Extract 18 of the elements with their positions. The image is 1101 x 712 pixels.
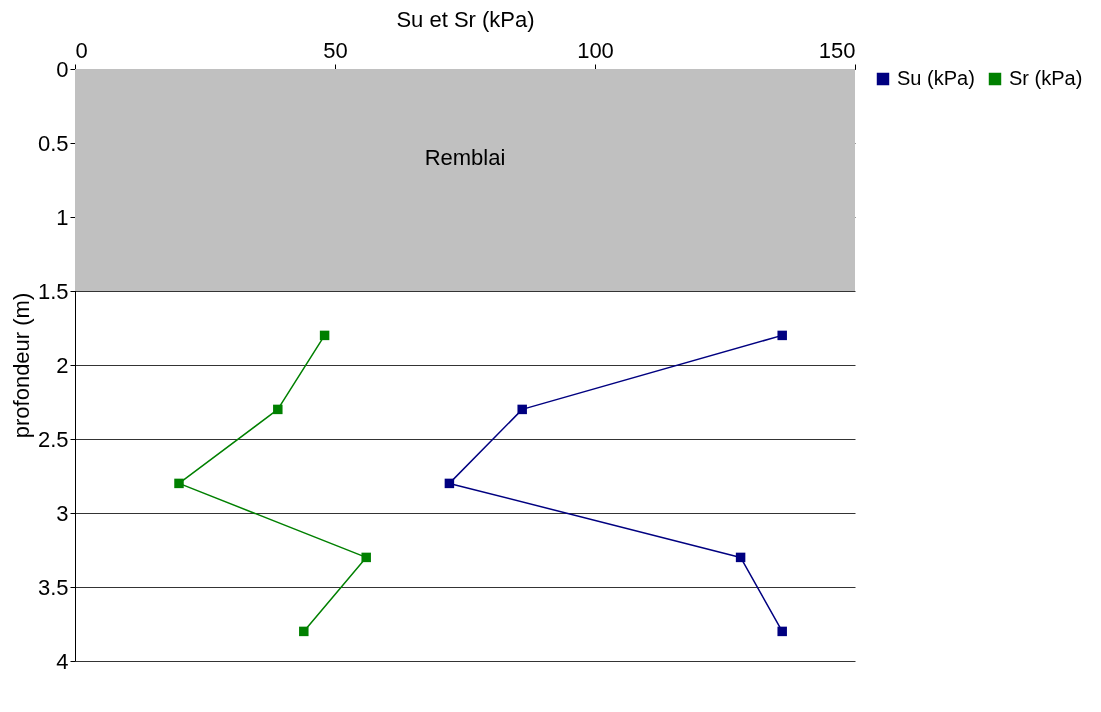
y-tick-label: 1.5 xyxy=(37,278,69,304)
y-tick-label: 0 xyxy=(56,56,69,82)
y-tick-label: 3.5 xyxy=(37,574,69,600)
x-tick-label: 50 xyxy=(323,37,348,63)
y-tick-label: 3 xyxy=(56,500,69,526)
band-label: Remblai xyxy=(424,144,506,170)
y-tick-label: 0.5 xyxy=(37,130,69,156)
legend-label: Su (kPa) xyxy=(897,67,975,89)
x-tick-label: 150 xyxy=(818,37,856,63)
x-axis-title: Su et Sr (kPa) xyxy=(396,6,535,32)
y-tick-label: 2 xyxy=(56,352,69,378)
legend-label: Sr (kPa) xyxy=(1009,67,1083,89)
x-tick-label: 100 xyxy=(577,37,614,63)
y-axis-title: profondeur (m) xyxy=(8,292,34,439)
y-tick-label: 1 xyxy=(56,204,69,230)
x-tick-label: 0 xyxy=(75,37,88,63)
y-tick-label: 2.5 xyxy=(37,426,69,452)
y-tick-label: 4 xyxy=(56,648,69,674)
